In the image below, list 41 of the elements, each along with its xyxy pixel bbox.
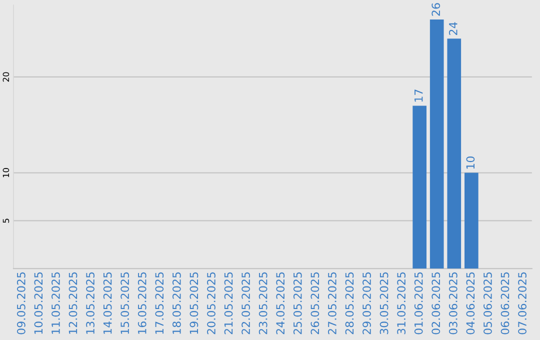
x-tick-label: 03.06.2025 — [448, 272, 458, 334]
x-tick-label: 15.05.2025 — [120, 272, 130, 334]
x-tick-label: 24.05.2025 — [276, 272, 285, 334]
x-tick-label: 25.05.2025 — [293, 272, 302, 334]
data-label: 24 — [448, 22, 458, 35]
x-tick-label: 28.05.2025 — [345, 272, 354, 334]
x-tick-label: 27.05.2025 — [328, 272, 336, 334]
x-tick-label: 04.06.2025 — [466, 272, 475, 334]
data-label: 10 — [466, 156, 475, 169]
x-tick-label: 18.05.2025 — [172, 272, 181, 334]
x-tick-label: 17.05.2025 — [155, 272, 164, 334]
x-tick-label: 12.05.2025 — [68, 272, 78, 334]
x-tick-label: 05.06.2025 — [484, 272, 492, 334]
data-label: 26 — [432, 3, 440, 16]
x-tick-label: 02.06.2025 — [432, 272, 440, 334]
x-tick-label: 09.05.2025 — [16, 272, 26, 334]
y-tick-label: 10 — [2, 168, 10, 178]
x-tick-label: 21.05.2025 — [224, 272, 233, 334]
x-tick-label: 19.05.2025 — [190, 272, 198, 334]
x-tick-label: 30.05.2025 — [380, 272, 388, 334]
x-tick-label: 01.06.2025 — [414, 272, 423, 334]
x-tick-label: 11.05.2025 — [52, 272, 60, 334]
x-tick-label: 06.06.2025 — [500, 272, 510, 334]
x-tick-label: 23.05.2025 — [258, 272, 268, 334]
x-tick-label: 31.05.2025 — [397, 272, 406, 334]
y-tick-label: 5 — [2, 218, 10, 223]
bar — [464, 172, 478, 269]
y-tick-label: 20 — [2, 72, 10, 82]
x-tick-label: 07.06.2025 — [518, 272, 526, 334]
x-tick-label: 10.05.2025 — [34, 272, 43, 334]
bar — [447, 38, 462, 269]
x-tick-label: 16.05.2025 — [138, 272, 146, 334]
x-tick-label: 13.05.2025 — [86, 272, 94, 334]
bar — [412, 106, 426, 269]
x-tick-label: 26.05.2025 — [310, 272, 320, 334]
bar — [430, 19, 444, 269]
x-tick-label: 20.05.2025 — [207, 272, 216, 334]
x-tick-label: 14.05.2025 — [103, 272, 112, 334]
data-label: 17 — [414, 90, 423, 102]
x-tick-label: 29.05.2025 — [362, 272, 371, 334]
x-tick-label: 22.05.2025 — [242, 272, 250, 334]
